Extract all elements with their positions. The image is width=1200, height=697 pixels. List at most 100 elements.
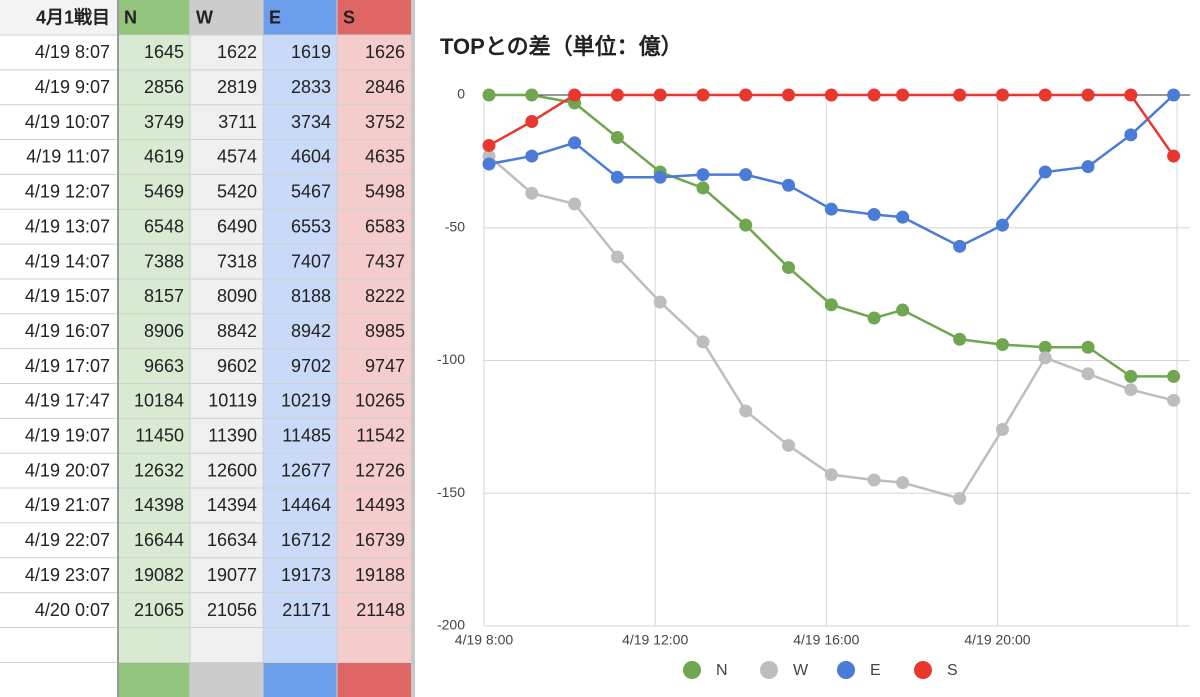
- time-cell: 4/19 17:47: [25, 391, 110, 411]
- value-cell: 7437: [365, 251, 405, 271]
- chart-title: TOPとの差（単位：億）: [440, 34, 683, 59]
- data-point: [696, 168, 710, 182]
- legend-label: W: [793, 662, 809, 679]
- legend-label: E: [870, 662, 881, 679]
- value-cell: 4604: [291, 147, 331, 167]
- data-point: [568, 88, 582, 102]
- time-cell: 4/19 13:07: [25, 216, 110, 236]
- data-point: [782, 438, 796, 452]
- data-point: [482, 138, 496, 152]
- value-cell: 4619: [144, 147, 184, 167]
- value-cell: 3734: [291, 112, 331, 132]
- value-cell: 16712: [281, 530, 331, 550]
- time-cell: 4/19 12:07: [25, 182, 110, 202]
- data-point: [525, 115, 539, 129]
- data-point: [739, 218, 753, 232]
- value-cell: 19082: [134, 565, 184, 585]
- y-tick-label: 0: [457, 86, 465, 102]
- value-cell: 4635: [365, 147, 405, 167]
- value-cell: 8222: [365, 286, 405, 306]
- data-point: [653, 295, 667, 309]
- data-point: [610, 130, 624, 144]
- value-cell: 5498: [365, 182, 405, 202]
- footer-cell: [190, 662, 263, 697]
- footer-cell: [0, 662, 118, 697]
- x-tick-label: 4/19 16:00: [793, 632, 859, 648]
- value-cell: 19077: [207, 565, 257, 585]
- data-point: [824, 202, 838, 216]
- legend-label: S: [947, 662, 958, 679]
- value-cell: 9663: [144, 356, 184, 376]
- value-cell: 7407: [291, 251, 331, 271]
- value-cell: 8985: [365, 321, 405, 341]
- time-cell: 4/19 21:07: [25, 495, 110, 515]
- legend-label: N: [716, 662, 728, 679]
- value-cell: 21171: [282, 600, 331, 620]
- value-cell: 21065: [134, 600, 184, 620]
- value-cell: 2833: [291, 77, 331, 97]
- y-tick-label: -50: [445, 218, 465, 234]
- value-cell: 3749: [144, 112, 184, 132]
- value-cell: 3752: [365, 112, 405, 132]
- time-cell: 4/19 17:07: [25, 356, 110, 376]
- data-point: [1167, 369, 1181, 383]
- time-cell: 4/20 0:07: [35, 600, 110, 620]
- time-cell: 4/19 15:07: [25, 286, 110, 306]
- value-cell: 9602: [217, 356, 257, 376]
- value-cell: 8157: [144, 286, 184, 306]
- value-cell: 7388: [144, 251, 184, 271]
- header-cell: [118, 0, 190, 35]
- value-cell: 1626: [365, 42, 405, 62]
- data-point: [696, 181, 710, 195]
- value-cell: 9702: [291, 356, 331, 376]
- data-point: [995, 338, 1009, 352]
- legend-swatch: [914, 661, 932, 679]
- data-point: [896, 210, 910, 224]
- value-cell: 2819: [217, 77, 257, 97]
- data-point: [610, 88, 624, 102]
- time-cell: 4/19 10:07: [25, 112, 110, 132]
- value-cell: 6490: [217, 216, 257, 236]
- data-point: [610, 250, 624, 264]
- data-point: [525, 88, 539, 102]
- data-point: [953, 332, 967, 346]
- header-cell: [190, 0, 263, 35]
- footer-cell: [337, 662, 411, 697]
- value-cell: 4574: [217, 147, 257, 167]
- data-point: [867, 311, 881, 325]
- data-point: [696, 335, 710, 349]
- data-point: [896, 476, 910, 490]
- value-cell: 1619: [291, 42, 331, 62]
- pane-divider: [411, 0, 415, 697]
- footer-cell: [263, 662, 337, 697]
- data-point: [1038, 165, 1052, 179]
- time-cell: 4/19 22:07: [25, 530, 110, 550]
- value-cell: 8942: [291, 321, 331, 341]
- data-point: [525, 149, 539, 163]
- legend-swatch: [837, 661, 855, 679]
- value-cell: 12600: [207, 460, 257, 480]
- data-point: [995, 218, 1009, 232]
- time-cell: 4/19 14:07: [25, 251, 110, 271]
- data-point: [1081, 367, 1095, 381]
- data-point: [1081, 160, 1095, 174]
- value-cell: 19173: [281, 565, 331, 585]
- value-cell: 12677: [281, 460, 331, 480]
- value-cell: 11542: [356, 426, 405, 446]
- data-point: [482, 157, 496, 171]
- value-cell: 21148: [356, 600, 405, 620]
- data-point: [568, 197, 582, 211]
- time-cell: 4/19 19:07: [25, 426, 110, 446]
- value-cell: 14464: [281, 495, 331, 515]
- legend-swatch: [683, 661, 701, 679]
- data-point: [1038, 340, 1052, 354]
- y-tick-label: -200: [437, 617, 465, 633]
- time-cell: 4/19 11:07: [26, 147, 110, 167]
- data-point: [953, 492, 967, 506]
- value-cell: 16739: [355, 530, 405, 550]
- data-point: [568, 136, 582, 150]
- value-cell: 8906: [144, 321, 184, 341]
- value-cell: 5469: [144, 182, 184, 202]
- y-tick-label: -150: [437, 484, 465, 500]
- header-text: W: [196, 7, 213, 27]
